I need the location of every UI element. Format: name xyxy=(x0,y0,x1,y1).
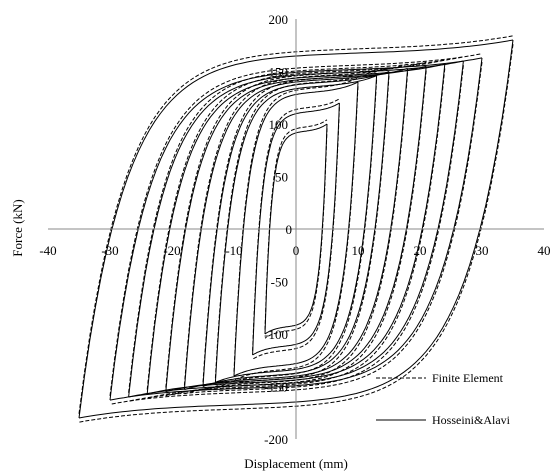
finite-element-loop-3-down xyxy=(215,79,378,387)
x-tick-labels: -40 -30 -20 -10 0 10 20 30 40 xyxy=(39,243,550,258)
x-tick-label: 20 xyxy=(414,243,427,258)
y-tick-label: 100 xyxy=(269,117,289,132)
finite-element-loop-8-down xyxy=(128,65,464,402)
legend-label-finite-element: Finite Element xyxy=(432,371,504,385)
x-axis-label: Displacement (mm) xyxy=(244,456,348,471)
y-tick-label: -150 xyxy=(264,380,288,395)
x-tick-label: 10 xyxy=(352,243,365,258)
x-tick-label: -10 xyxy=(225,243,242,258)
y-tick-label: 150 xyxy=(269,65,289,80)
x-tick-label: 30 xyxy=(476,243,489,258)
y-tick-labels: -200 -150 -100 -50 50 100 150 200 0 xyxy=(264,12,292,447)
y-tick-label: -100 xyxy=(264,327,288,342)
x-tick-label: 0 xyxy=(293,243,300,258)
y-tick-label: -50 xyxy=(271,275,288,290)
hysteresis-curves xyxy=(78,35,514,423)
x-tick-label: -20 xyxy=(163,243,180,258)
y-tick-label: 200 xyxy=(269,12,289,27)
finite-element-loop-9-up xyxy=(109,53,483,396)
finite-element-loop-8-up xyxy=(128,56,464,393)
legend-label-hosseini-alavi: Hosseini&Alavi xyxy=(432,413,511,427)
x-tick-label: -30 xyxy=(101,243,118,258)
y-tick-label: 0 xyxy=(286,222,293,237)
x-tick-label: -40 xyxy=(39,243,56,258)
x-tick-label: 40 xyxy=(538,243,551,258)
y-axis-label: Force (kN) xyxy=(10,199,25,256)
finite-element-loop-9-down xyxy=(109,62,483,405)
y-tick-label: 50 xyxy=(275,170,288,185)
finite-element-loop-3-up xyxy=(214,71,377,379)
axes xyxy=(48,19,544,439)
finite-element-loop-0-up xyxy=(264,119,328,330)
finite-element-loop-0-down xyxy=(264,128,328,339)
legend: Finite Element Hosseini&Alavi xyxy=(376,371,511,427)
y-tick-label: -200 xyxy=(264,432,288,447)
